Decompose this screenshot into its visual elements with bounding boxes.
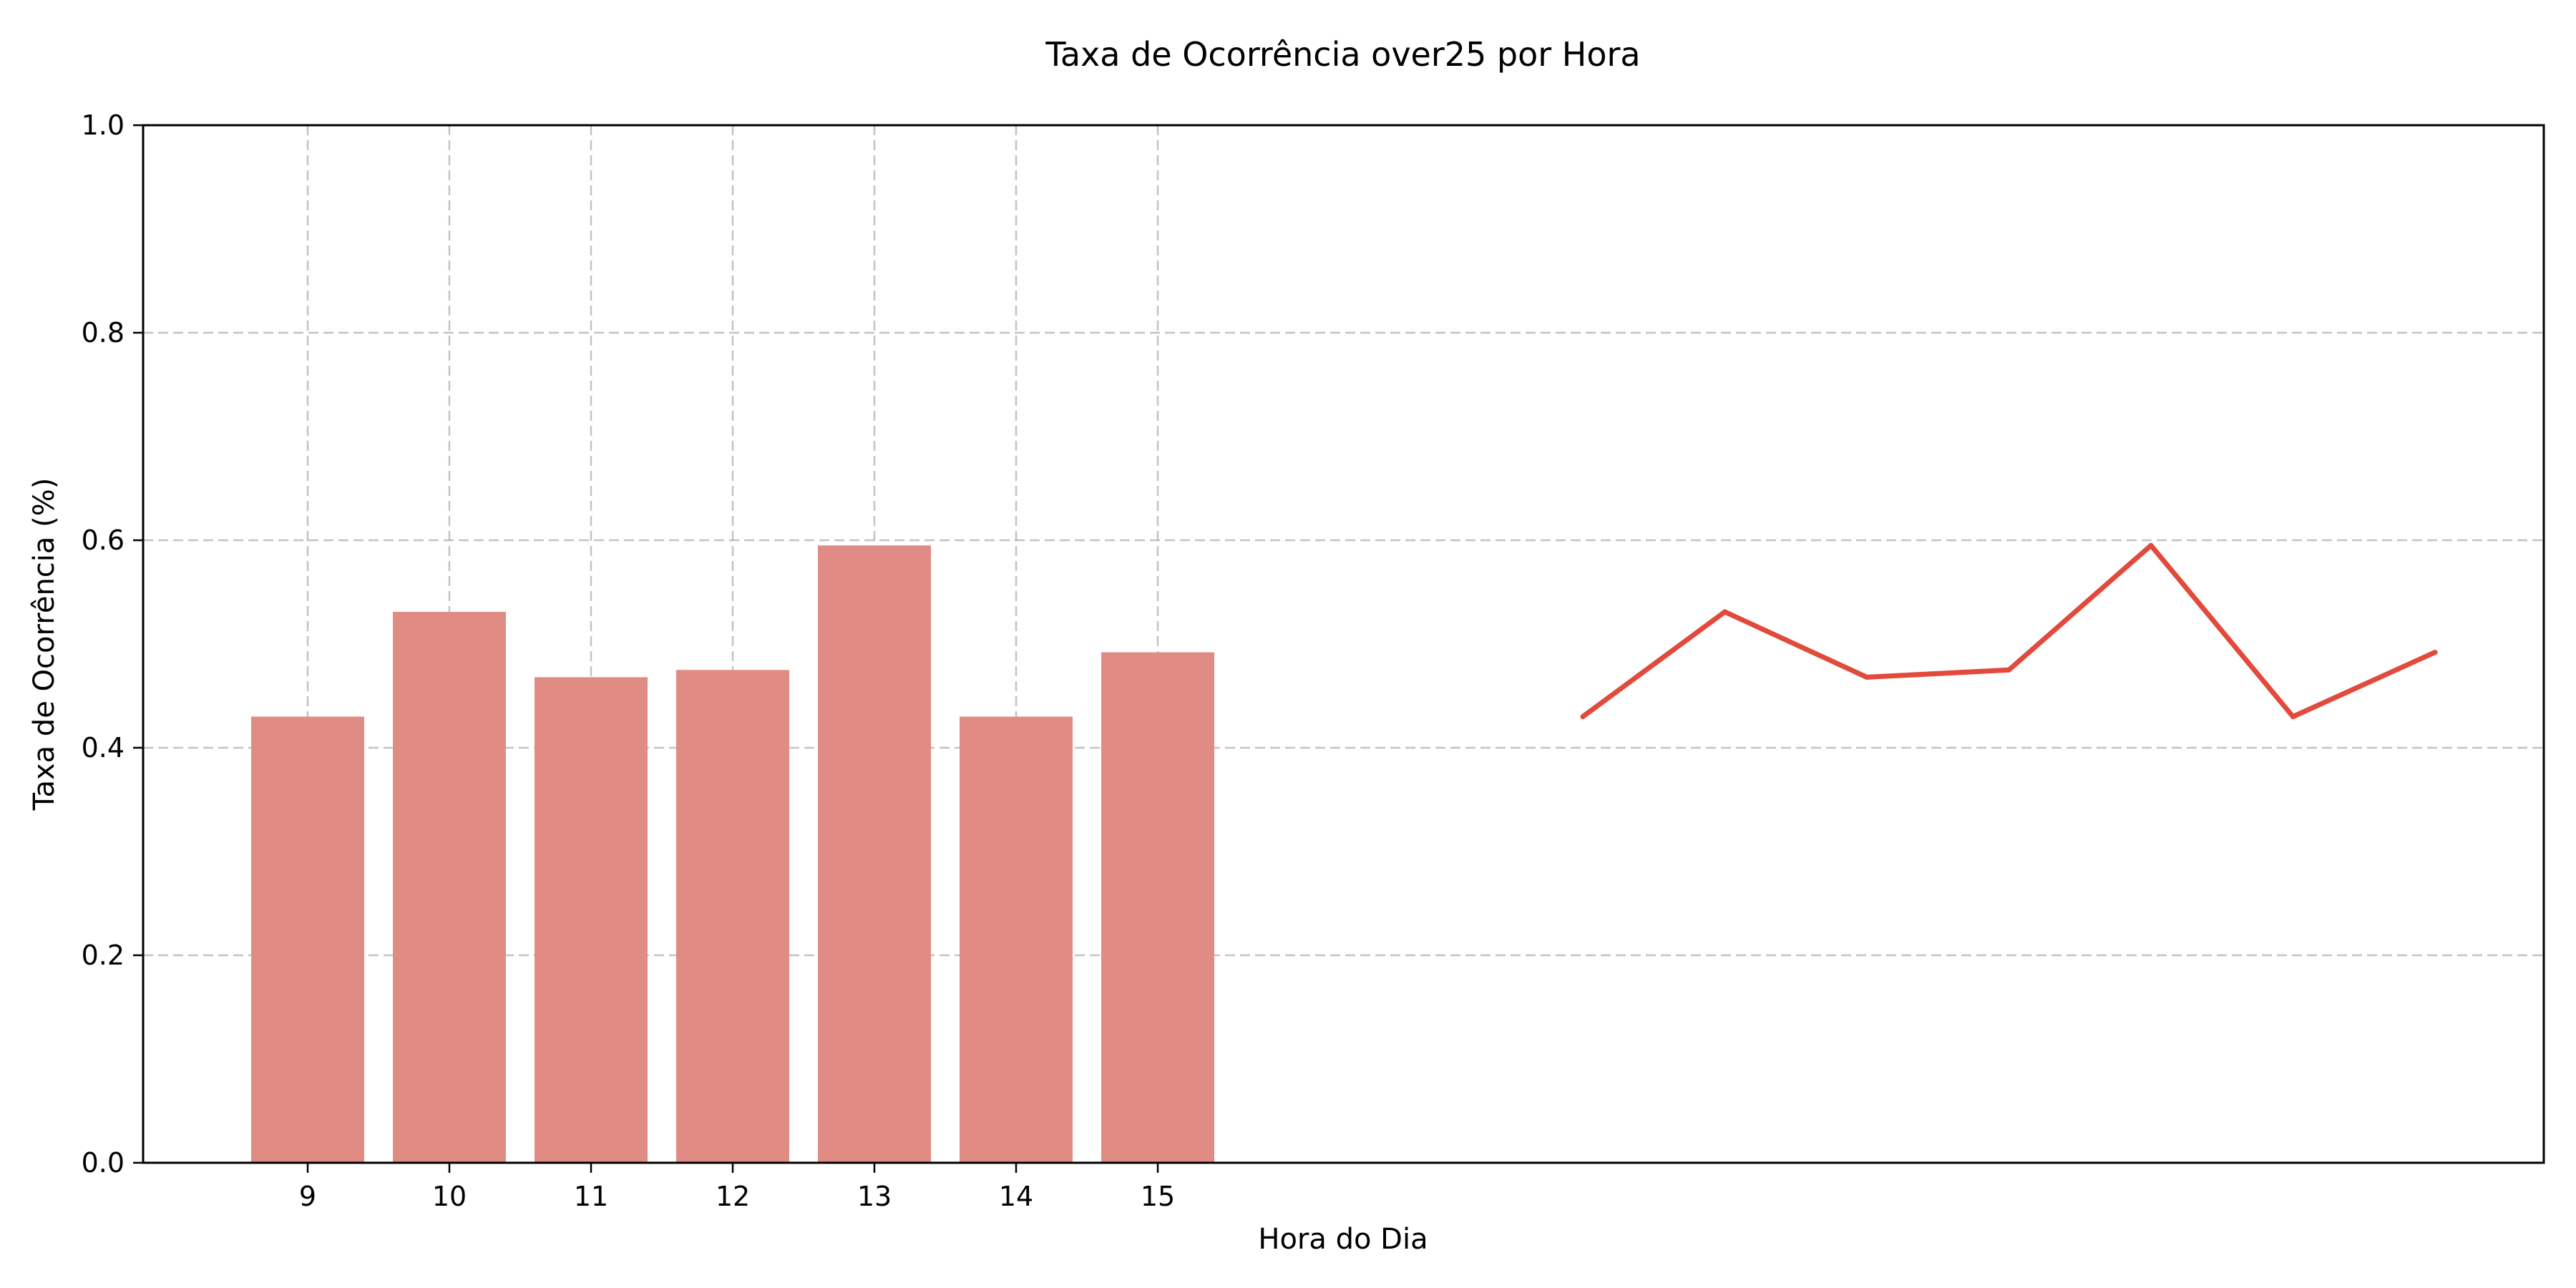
- chart-title: Taxa de Ocorrência over25 por Hora: [1045, 35, 1640, 74]
- line-point: [2290, 714, 2296, 719]
- line-series: [1580, 542, 2438, 719]
- y-tick-label: 1.0: [82, 109, 125, 141]
- bar: [818, 545, 931, 1163]
- line-point: [2148, 542, 2154, 548]
- x-tick-label: 14: [999, 1181, 1033, 1212]
- line-point: [1722, 609, 1727, 615]
- x-tick-label: 9: [299, 1181, 316, 1212]
- x-tick-label: 15: [1141, 1181, 1175, 1212]
- bar: [1101, 652, 1214, 1163]
- line-point: [2006, 667, 2011, 673]
- y-axis-ticks: 0.0 0.2 0.4 0.6 0.8 1.0: [82, 109, 143, 1179]
- y-tick-label: 0.0: [82, 1147, 125, 1179]
- bar: [535, 677, 648, 1163]
- y-tick-label: 0.2: [82, 940, 125, 971]
- bar: [676, 670, 789, 1163]
- line-point: [2432, 650, 2438, 655]
- line-point: [1864, 674, 1870, 680]
- x-tick-label: 13: [857, 1181, 892, 1212]
- x-axis-ticks: 9 10 11 12 13 14 15: [299, 1163, 1175, 1212]
- x-axis-label: Hora do Dia: [1258, 1223, 1428, 1256]
- x-tick-label: 11: [574, 1181, 608, 1212]
- y-axis-label: Taxa de Ocorrência (%): [28, 478, 61, 811]
- bar: [960, 716, 1073, 1163]
- line-point: [1580, 714, 1586, 719]
- bar: [393, 612, 506, 1163]
- x-tick-label: 12: [716, 1181, 750, 1212]
- plot-frame: [142, 124, 2545, 1164]
- bar: [251, 716, 364, 1163]
- y-tick-label: 0.6: [82, 525, 125, 556]
- x-tick-label: 10: [432, 1181, 467, 1212]
- y-tick-label: 0.4: [82, 732, 125, 763]
- bar-series: [251, 545, 1214, 1163]
- y-tick-label: 0.8: [82, 317, 125, 348]
